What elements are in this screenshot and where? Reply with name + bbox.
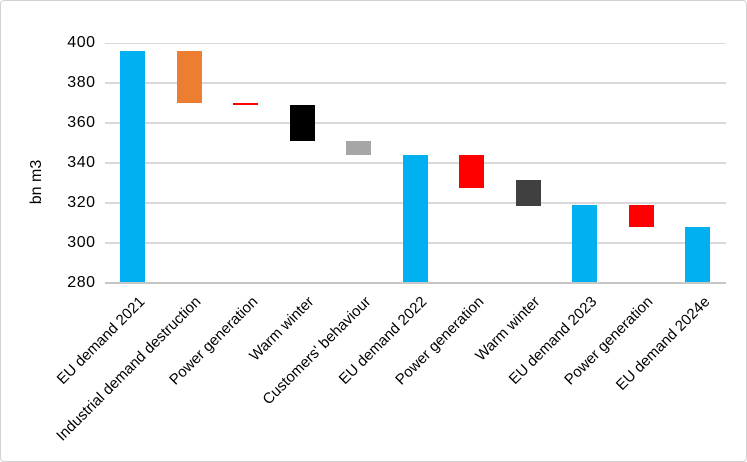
bar-customers-behaviour-4 [346,141,372,155]
x-category-label-4: Customers' behaviour [259,292,375,408]
bar-power-generation-6 [459,155,485,188]
y-tick-label-280: 280 [67,273,96,291]
bar-power-generation-2 [233,103,259,106]
y-tick-label-340: 340 [67,154,96,171]
bar-warm-winter-3 [289,105,315,142]
bar-eu-demand-2022-5 [402,155,428,282]
y-tick-label-400: 400 [67,34,96,52]
bar-eu-demand-2024e-10 [685,226,711,282]
gridline-380 [104,82,726,84]
x-axis-line [104,281,726,284]
bar-warm-winter-7 [515,179,541,206]
y-tick-label-360: 360 [67,114,96,132]
bar-power-generation-9 [628,204,654,227]
y-tick-label-300: 300 [67,233,96,251]
y-tick-label-380: 380 [67,74,96,92]
bar-industrial-demand-destruction-1 [176,51,202,104]
bar-eu-demand-2023-8 [572,204,598,282]
y-axis-title: bn m3 [28,159,46,205]
gridline-360 [104,122,726,124]
bar-eu-demand-2021-0 [120,51,146,282]
gridline-400 [104,42,726,45]
y-tick-label-320: 320 [67,193,96,211]
